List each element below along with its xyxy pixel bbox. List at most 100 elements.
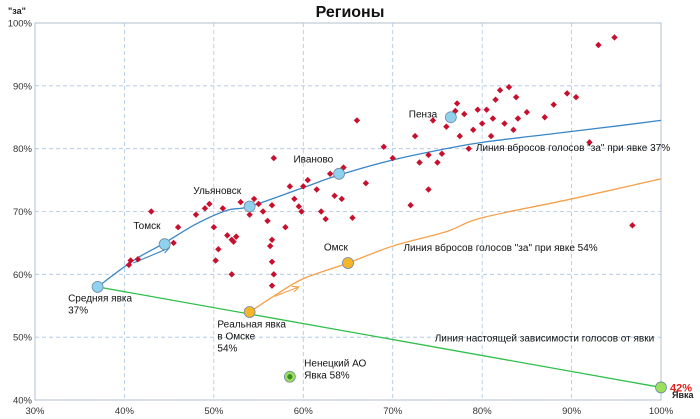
marker-penza xyxy=(444,111,457,124)
region-point xyxy=(246,211,253,218)
y-axis-label: "за" xyxy=(8,6,26,16)
region-point xyxy=(629,222,636,229)
region-point xyxy=(255,200,262,208)
region-point xyxy=(259,208,267,215)
region-point xyxy=(230,238,237,245)
x-tick-label: 60% xyxy=(294,406,314,417)
region-point xyxy=(353,117,361,124)
annotation-ivanovo: Иваново xyxy=(293,154,333,165)
y-tick-label: 70% xyxy=(13,207,33,218)
region-point xyxy=(512,93,520,101)
region-point xyxy=(338,195,345,203)
region-point xyxy=(264,217,271,225)
region-point xyxy=(228,236,235,243)
annotation-nenets: Ненецкий АО xyxy=(304,359,366,370)
region-point xyxy=(523,109,531,116)
curve-turnout-54 xyxy=(249,178,662,313)
direction-arrow-head xyxy=(291,285,300,293)
annotation-omsk-real: в Омске xyxy=(217,332,255,343)
region-point xyxy=(586,139,593,146)
marker-ulyanovsk xyxy=(243,200,256,213)
region-point xyxy=(483,106,490,113)
annotation-ulyanovsk: Ульяновск xyxy=(193,186,241,197)
region-point xyxy=(134,256,142,263)
x-tick-label: 90% xyxy=(562,406,582,417)
line-real-dependence xyxy=(97,286,662,389)
region-point xyxy=(228,271,235,278)
region-point xyxy=(425,186,432,193)
highlight-markers xyxy=(91,111,667,394)
region-point xyxy=(425,151,432,159)
region-point xyxy=(331,192,338,199)
region-point xyxy=(313,186,320,193)
annotation-omsk-real: Реальная явка xyxy=(217,320,286,331)
region-point xyxy=(514,115,522,122)
x-tick-label: 80% xyxy=(473,406,493,417)
region-point xyxy=(443,123,450,130)
region-point xyxy=(300,183,307,190)
x-tick-label: 100% xyxy=(649,406,674,417)
region-point xyxy=(266,242,274,250)
region-point xyxy=(411,132,419,140)
annotation-avg: 37% xyxy=(68,305,88,316)
region-point xyxy=(595,41,602,49)
region-point xyxy=(489,115,497,122)
region-point xyxy=(550,101,557,108)
marker-ivanovo xyxy=(333,167,345,180)
y-tick-label: 50% xyxy=(13,333,33,344)
region-point xyxy=(487,132,495,140)
region-point xyxy=(453,100,461,107)
region-point xyxy=(268,258,276,265)
annotation-penza: Пенза xyxy=(409,109,438,120)
region-point xyxy=(282,224,289,231)
region-point xyxy=(496,87,504,94)
annotation-avg: Средняя явка xyxy=(68,293,132,304)
x-tick-label: 30% xyxy=(25,406,45,417)
region-point xyxy=(416,159,423,166)
marker-omsk xyxy=(342,257,354,269)
region-point xyxy=(505,83,513,91)
region-point xyxy=(233,233,240,240)
region-point xyxy=(215,246,222,253)
region-point xyxy=(541,114,548,121)
annotation-line54: Линия вбросов голосов "за" при явке 54% xyxy=(403,242,597,254)
tick-labels: 30% 40% 50% 60% 70% 80% 90% 100%40%50%60%70%80%… xyxy=(8,19,674,418)
annotation-line_real: Линия настоящей зависимости голосов от я… xyxy=(435,334,654,345)
y-tick-label: 40% xyxy=(13,396,33,407)
region-point xyxy=(456,132,463,140)
region-point xyxy=(434,159,441,166)
chart-title: Регионы xyxy=(316,4,385,21)
x-tick-label: 50% xyxy=(204,406,224,417)
region-point xyxy=(237,198,244,206)
region-point xyxy=(268,236,276,243)
region-point xyxy=(291,195,298,203)
y-tick-label: 100% xyxy=(8,19,33,30)
marker-avg xyxy=(91,280,104,293)
x-axis-label: Явка xyxy=(672,390,695,400)
region-point xyxy=(407,202,414,209)
region-point xyxy=(322,215,329,223)
region-point xyxy=(270,154,277,162)
region-point xyxy=(438,150,446,157)
region-point xyxy=(563,90,571,97)
annotation-line37: Линия вбросов голосов "за" при явке 37% xyxy=(476,142,670,154)
region-point xyxy=(210,224,218,231)
region-point xyxy=(510,126,517,134)
region-point xyxy=(170,239,177,247)
region-point xyxy=(250,195,258,203)
marker-end xyxy=(655,381,667,394)
region-point xyxy=(349,214,356,221)
region-point xyxy=(192,211,200,218)
annotation-tomsk: Томск xyxy=(133,221,161,232)
region-point xyxy=(224,232,231,239)
marker-nenets-core xyxy=(287,374,293,380)
region-point xyxy=(298,208,305,215)
region-point xyxy=(501,120,508,127)
x-tick-label: 40% xyxy=(115,406,135,417)
region-point xyxy=(611,34,618,41)
region-point xyxy=(212,257,219,264)
region-point xyxy=(317,208,325,215)
region-point xyxy=(326,170,334,177)
region-point xyxy=(174,224,182,231)
